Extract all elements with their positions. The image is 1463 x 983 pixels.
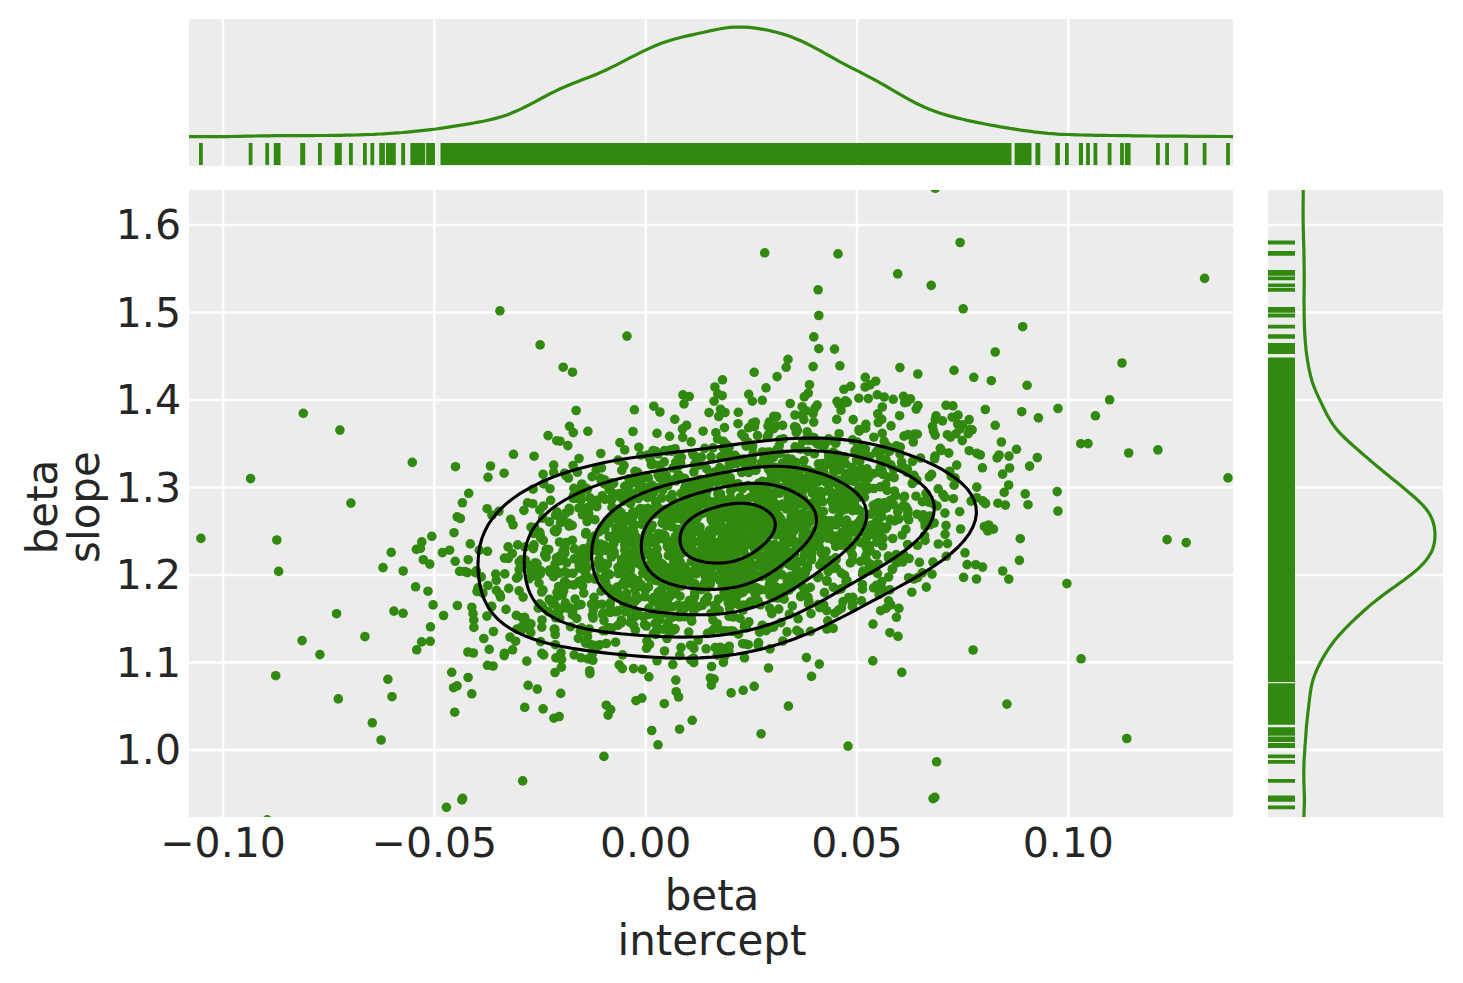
- y-tick-label: 1.6: [0, 201, 181, 249]
- x-tick-label: 0.05: [811, 819, 902, 867]
- x-tick-label: −0.05: [372, 819, 498, 867]
- x-tick-label: −0.10: [160, 819, 286, 867]
- x-axis-label: beta intercept: [618, 873, 807, 964]
- y-axis-label: beta slope: [22, 451, 106, 563]
- jointplot-figure: −0.10−0.050.000.050.10 1.61.51.41.31.21.…: [0, 0, 1463, 983]
- y-tick-label: 1.5: [0, 289, 181, 337]
- x-tick-label: 0.10: [1023, 819, 1114, 867]
- y-tick-label: 1.4: [0, 376, 181, 424]
- right-rug: [1268, 243, 1295, 808]
- y-tick-label: 1.1: [0, 639, 181, 687]
- x-tick-label: 0.00: [600, 819, 691, 867]
- y-tick-label: 1.0: [0, 726, 181, 774]
